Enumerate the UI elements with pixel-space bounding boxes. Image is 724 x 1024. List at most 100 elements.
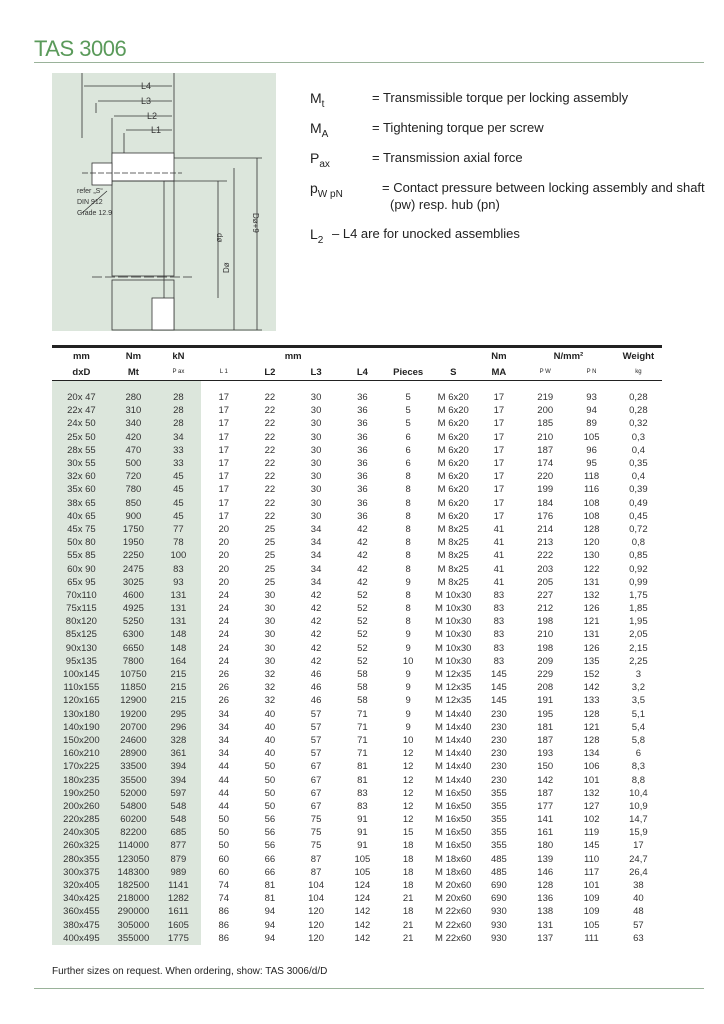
table-cell: 199 — [537, 484, 554, 496]
table-cell: 210 — [537, 431, 554, 443]
table-row: 28x 55 470 33 17 22 30 36 6 M 6x20 17 187 96 0,4 — [52, 443, 662, 457]
legend-subscript: A — [321, 128, 329, 140]
table-cell: 58 — [357, 682, 368, 694]
table-cell: 310 — [110, 404, 157, 418]
table-cell: 56 — [264, 840, 276, 852]
table-cell: 120 — [308, 919, 324, 931]
table-row: 95x135 7800 164 24 30 42 52 10 M 10x30 83 209 135 2,… — [52, 654, 662, 668]
table-cell: 142 — [354, 906, 371, 918]
table-cell: 94 — [586, 405, 597, 417]
table-cell: 145 — [490, 695, 507, 707]
table-cell: 28 — [156, 404, 201, 418]
table-cell: 35500 — [110, 773, 157, 787]
table-cell: 0,28 — [629, 392, 648, 404]
table-cell: 215 — [156, 667, 201, 682]
table-cell: 56 — [264, 827, 276, 839]
table-cell: 420 — [110, 430, 157, 444]
table-cell: 0,32 — [629, 418, 648, 430]
table-cell: 116 — [584, 484, 600, 496]
table-cell: 91 — [357, 827, 368, 839]
table-cell: M 10x30 — [435, 655, 472, 667]
table-cell: 81 — [357, 774, 368, 786]
table-cell: 128 — [583, 523, 600, 535]
table-row: 100x145 10750 215 26 32 46 58 9 M 12x35 145 229 152… — [52, 667, 662, 682]
legend-subscript: 2 — [317, 234, 324, 246]
table-cell: 46 — [310, 669, 322, 681]
table-row: 25x 50 420 34 17 22 30 36 6 M 6x20 17 210 105 0,3 — [52, 430, 662, 444]
table-cell: 36 — [357, 458, 368, 470]
table-cell: 230 — [490, 774, 507, 786]
table-cell: 17 — [218, 418, 230, 430]
table-row: 150x200 24600 328 34 40 57 71 10 M 14x40 230 187 12… — [52, 733, 662, 748]
ordering-note: Further sizes on request. When ordering,… — [52, 966, 328, 977]
table-cell: 83 — [493, 642, 505, 654]
table-cell: 50 — [264, 787, 276, 799]
table-cell: M 22x60 — [435, 906, 472, 918]
table-cell: 230 — [490, 761, 507, 773]
header-cell: L2 — [246, 364, 293, 381]
table-cell: 95x135 — [52, 654, 111, 668]
table-cell: 8 — [405, 471, 411, 483]
table-cell: 93 — [586, 392, 597, 404]
table-cell: 91 — [357, 814, 368, 826]
table-cell: 222 — [537, 550, 554, 562]
table-cell: 124 — [354, 880, 371, 892]
table-cell: 260x325 — [52, 839, 111, 853]
table-cell: 86 — [218, 932, 230, 944]
header-cell: Nm — [475, 345, 523, 364]
table-row: 140x190 20700 296 34 40 57 71 9 M 14x40 230 181 121… — [52, 720, 662, 734]
table-row: 35x 60 780 45 17 22 30 36 8 M 6x20 17 199 116 0,39 — [52, 483, 662, 497]
table-cell: 40 — [264, 721, 276, 733]
table-cell: 123050 — [110, 852, 157, 866]
table-row: 280x355 123050 879 60 66 87 105 18 M 18x60 485 139… — [52, 852, 662, 866]
table-cell: 86 — [218, 919, 230, 931]
table-cell: 42 — [310, 603, 322, 615]
table-cell: 394 — [156, 773, 201, 787]
table-cell: 60 — [218, 853, 230, 865]
table-cell: 77 — [156, 522, 201, 537]
legend-symbol: p — [310, 180, 318, 196]
table-cell: 20700 — [110, 720, 157, 734]
table-cell: 40 — [264, 708, 276, 720]
table-cell: 41 — [493, 576, 505, 588]
table-cell: 180x235 — [52, 773, 111, 787]
table-cell: 120x165 — [52, 694, 111, 708]
table-cell: 22 — [264, 484, 276, 496]
table-cell: 12 — [402, 800, 414, 812]
table-row: 40x 65 900 45 17 22 30 36 8 M 6x20 17 176 108 0,45 — [52, 509, 662, 523]
table-cell: 2475 — [110, 562, 157, 576]
table-cell: 8 — [405, 603, 411, 615]
table-row: 32x 60 720 45 17 22 30 36 8 M 6x20 17 220 118 0,4 — [52, 470, 662, 484]
table-cell: 8 — [405, 550, 411, 562]
table-cell: 17 — [633, 840, 644, 852]
table-cell: 45 — [156, 470, 201, 484]
table-cell: 0,85 — [629, 550, 648, 562]
table-cell: 1141 — [156, 878, 201, 893]
table-cell: 28 — [156, 417, 201, 431]
table-cell: 28 — [156, 380, 201, 405]
table-cell: 32 — [264, 669, 276, 681]
table-cell: 690 — [490, 880, 507, 892]
table-cell: 57 — [310, 734, 322, 746]
table-cell: 22 — [264, 405, 276, 417]
table-cell: 83 — [493, 616, 505, 628]
legend-subscript: N — [335, 188, 343, 200]
table-cell: 44 — [218, 787, 230, 799]
table-cell: 75 — [310, 814, 322, 826]
table-cell: 485 — [490, 853, 507, 865]
table-cell: M 14x40 — [435, 721, 472, 733]
header-cell: L 1 — [200, 364, 247, 381]
table-cell: 400x495 — [52, 931, 111, 945]
header-cell: L4 — [339, 364, 386, 381]
table-cell: M 10x30 — [435, 616, 472, 628]
table-cell: 30 — [310, 510, 322, 522]
table-cell: 9 — [405, 642, 411, 654]
table-cell: 3 — [635, 669, 642, 681]
table-cell: 67 — [310, 761, 322, 773]
table-cell: 105 — [354, 853, 371, 865]
table-cell: M 12x35 — [435, 695, 472, 707]
table-cell: 58 — [357, 669, 368, 681]
table-cell: 0,72 — [629, 523, 648, 535]
table-cell: 83 — [357, 787, 368, 799]
table-cell: 200x260 — [52, 799, 111, 813]
